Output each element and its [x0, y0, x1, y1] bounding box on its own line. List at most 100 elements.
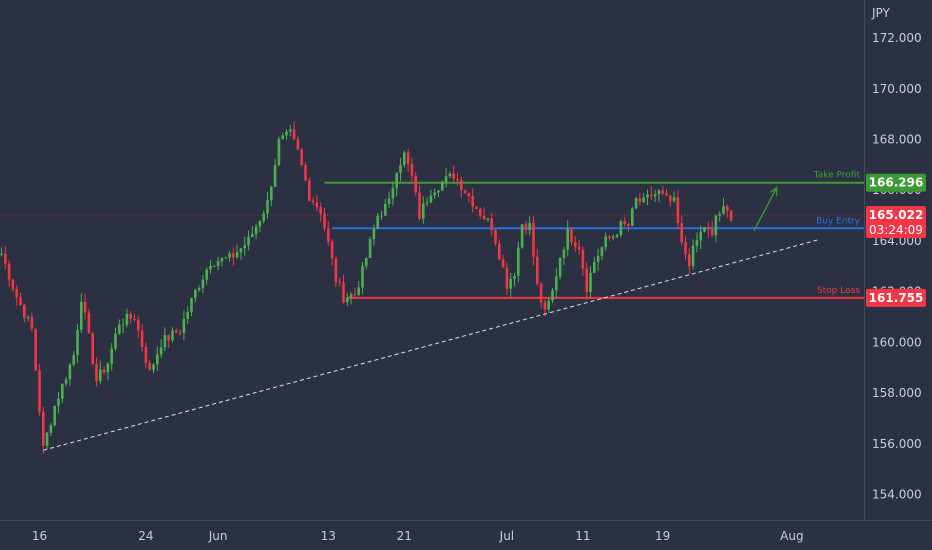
candle-body — [266, 200, 269, 214]
candle-body — [513, 275, 516, 279]
candle-body — [224, 257, 227, 259]
candle-body — [327, 228, 330, 242]
candle-body — [669, 195, 672, 202]
candle-body — [118, 324, 121, 334]
candle-body — [4, 253, 7, 264]
candle-body — [699, 231, 702, 241]
candle-body — [566, 229, 569, 250]
candle-body — [437, 190, 440, 193]
candle-body — [61, 383, 64, 399]
candle-body — [463, 190, 467, 193]
candle-body — [114, 333, 117, 349]
candle-body — [710, 229, 714, 236]
candle-body — [319, 207, 322, 214]
x-tick-label: 19 — [655, 529, 670, 543]
x-tick-label: Jul — [499, 529, 514, 543]
candle-body — [574, 242, 577, 247]
candle-body — [349, 294, 353, 298]
candle-body — [167, 335, 170, 341]
candle-body — [688, 254, 691, 267]
candle-body — [247, 237, 250, 246]
candle-body — [399, 165, 402, 173]
candle-body — [589, 272, 592, 293]
candle-body — [490, 218, 493, 230]
candle-body — [391, 187, 395, 199]
candle-body — [23, 304, 26, 319]
candle-body — [501, 259, 505, 268]
candle-body — [106, 363, 110, 373]
candle-body — [235, 252, 239, 258]
candle-body — [144, 346, 148, 363]
candle-body — [342, 282, 345, 303]
candle-body — [186, 311, 189, 320]
candle-body — [194, 289, 197, 299]
candle-body — [273, 164, 277, 187]
badge-take-profit-text: 166.296 — [869, 176, 924, 190]
candle-body — [45, 432, 49, 446]
candle-body — [406, 152, 410, 164]
candle-body — [357, 287, 360, 295]
x-axis[interactable]: 16 24 Jun 13 21 Jul 11 19 Aug — [32, 529, 804, 543]
candle-body — [631, 208, 634, 226]
candle-body — [121, 324, 125, 326]
candle-body — [562, 249, 566, 258]
candle-body — [338, 281, 341, 283]
candle-body — [26, 317, 30, 319]
candle-body — [384, 203, 387, 216]
candle-body — [281, 135, 284, 140]
candle-body — [19, 297, 22, 305]
candle-body — [460, 180, 463, 191]
candle-body — [494, 229, 497, 244]
candle-body — [285, 131, 288, 136]
candle-body — [243, 245, 246, 249]
candle-body — [308, 180, 311, 201]
candle-body — [205, 269, 208, 280]
candle-body — [156, 354, 159, 365]
candle-body — [175, 330, 178, 333]
candle-body — [361, 265, 364, 288]
candle-body — [83, 301, 87, 313]
candle-body — [517, 247, 520, 276]
candle-body — [190, 298, 193, 312]
y-tick-label: 158.000 — [872, 386, 922, 400]
candle-body — [296, 139, 300, 150]
candle-body — [714, 215, 718, 236]
y-tick-label: 172.000 — [872, 31, 922, 45]
badge-current-price-bg — [866, 206, 926, 239]
candle-body — [125, 314, 129, 325]
candle-body — [543, 302, 547, 310]
candle-body — [64, 379, 68, 384]
candle-body — [159, 347, 163, 355]
candle-body — [277, 139, 281, 165]
annotations — [43, 186, 819, 451]
candle-body — [615, 235, 619, 237]
x-tick-label: Jun — [208, 529, 228, 543]
candle-body — [178, 332, 182, 334]
candle-body — [729, 210, 733, 221]
candle-body — [653, 194, 657, 197]
currency-label: JPY — [871, 6, 891, 20]
candle-body — [7, 263, 11, 280]
candle-body — [536, 256, 539, 284]
badge-stop-loss-text: 161.755 — [869, 291, 924, 305]
candle-body — [49, 425, 53, 433]
candle-body — [452, 173, 455, 180]
candle-body — [707, 226, 710, 230]
candle-body — [220, 257, 224, 262]
y-tick-label: 160.000 — [872, 335, 922, 349]
candle-body — [585, 268, 588, 293]
candle-body — [608, 236, 611, 239]
candle-body — [703, 226, 706, 232]
candle-body — [110, 348, 113, 364]
candle-body — [228, 253, 231, 258]
y-tick-label: 168.000 — [872, 133, 922, 147]
candle-body — [380, 215, 383, 217]
candle-body — [323, 213, 326, 229]
candle-body — [258, 220, 262, 227]
candle-body — [722, 206, 725, 214]
badge-stop-loss-bg — [866, 288, 926, 307]
candle-body — [239, 248, 243, 253]
candle-body — [441, 182, 444, 191]
